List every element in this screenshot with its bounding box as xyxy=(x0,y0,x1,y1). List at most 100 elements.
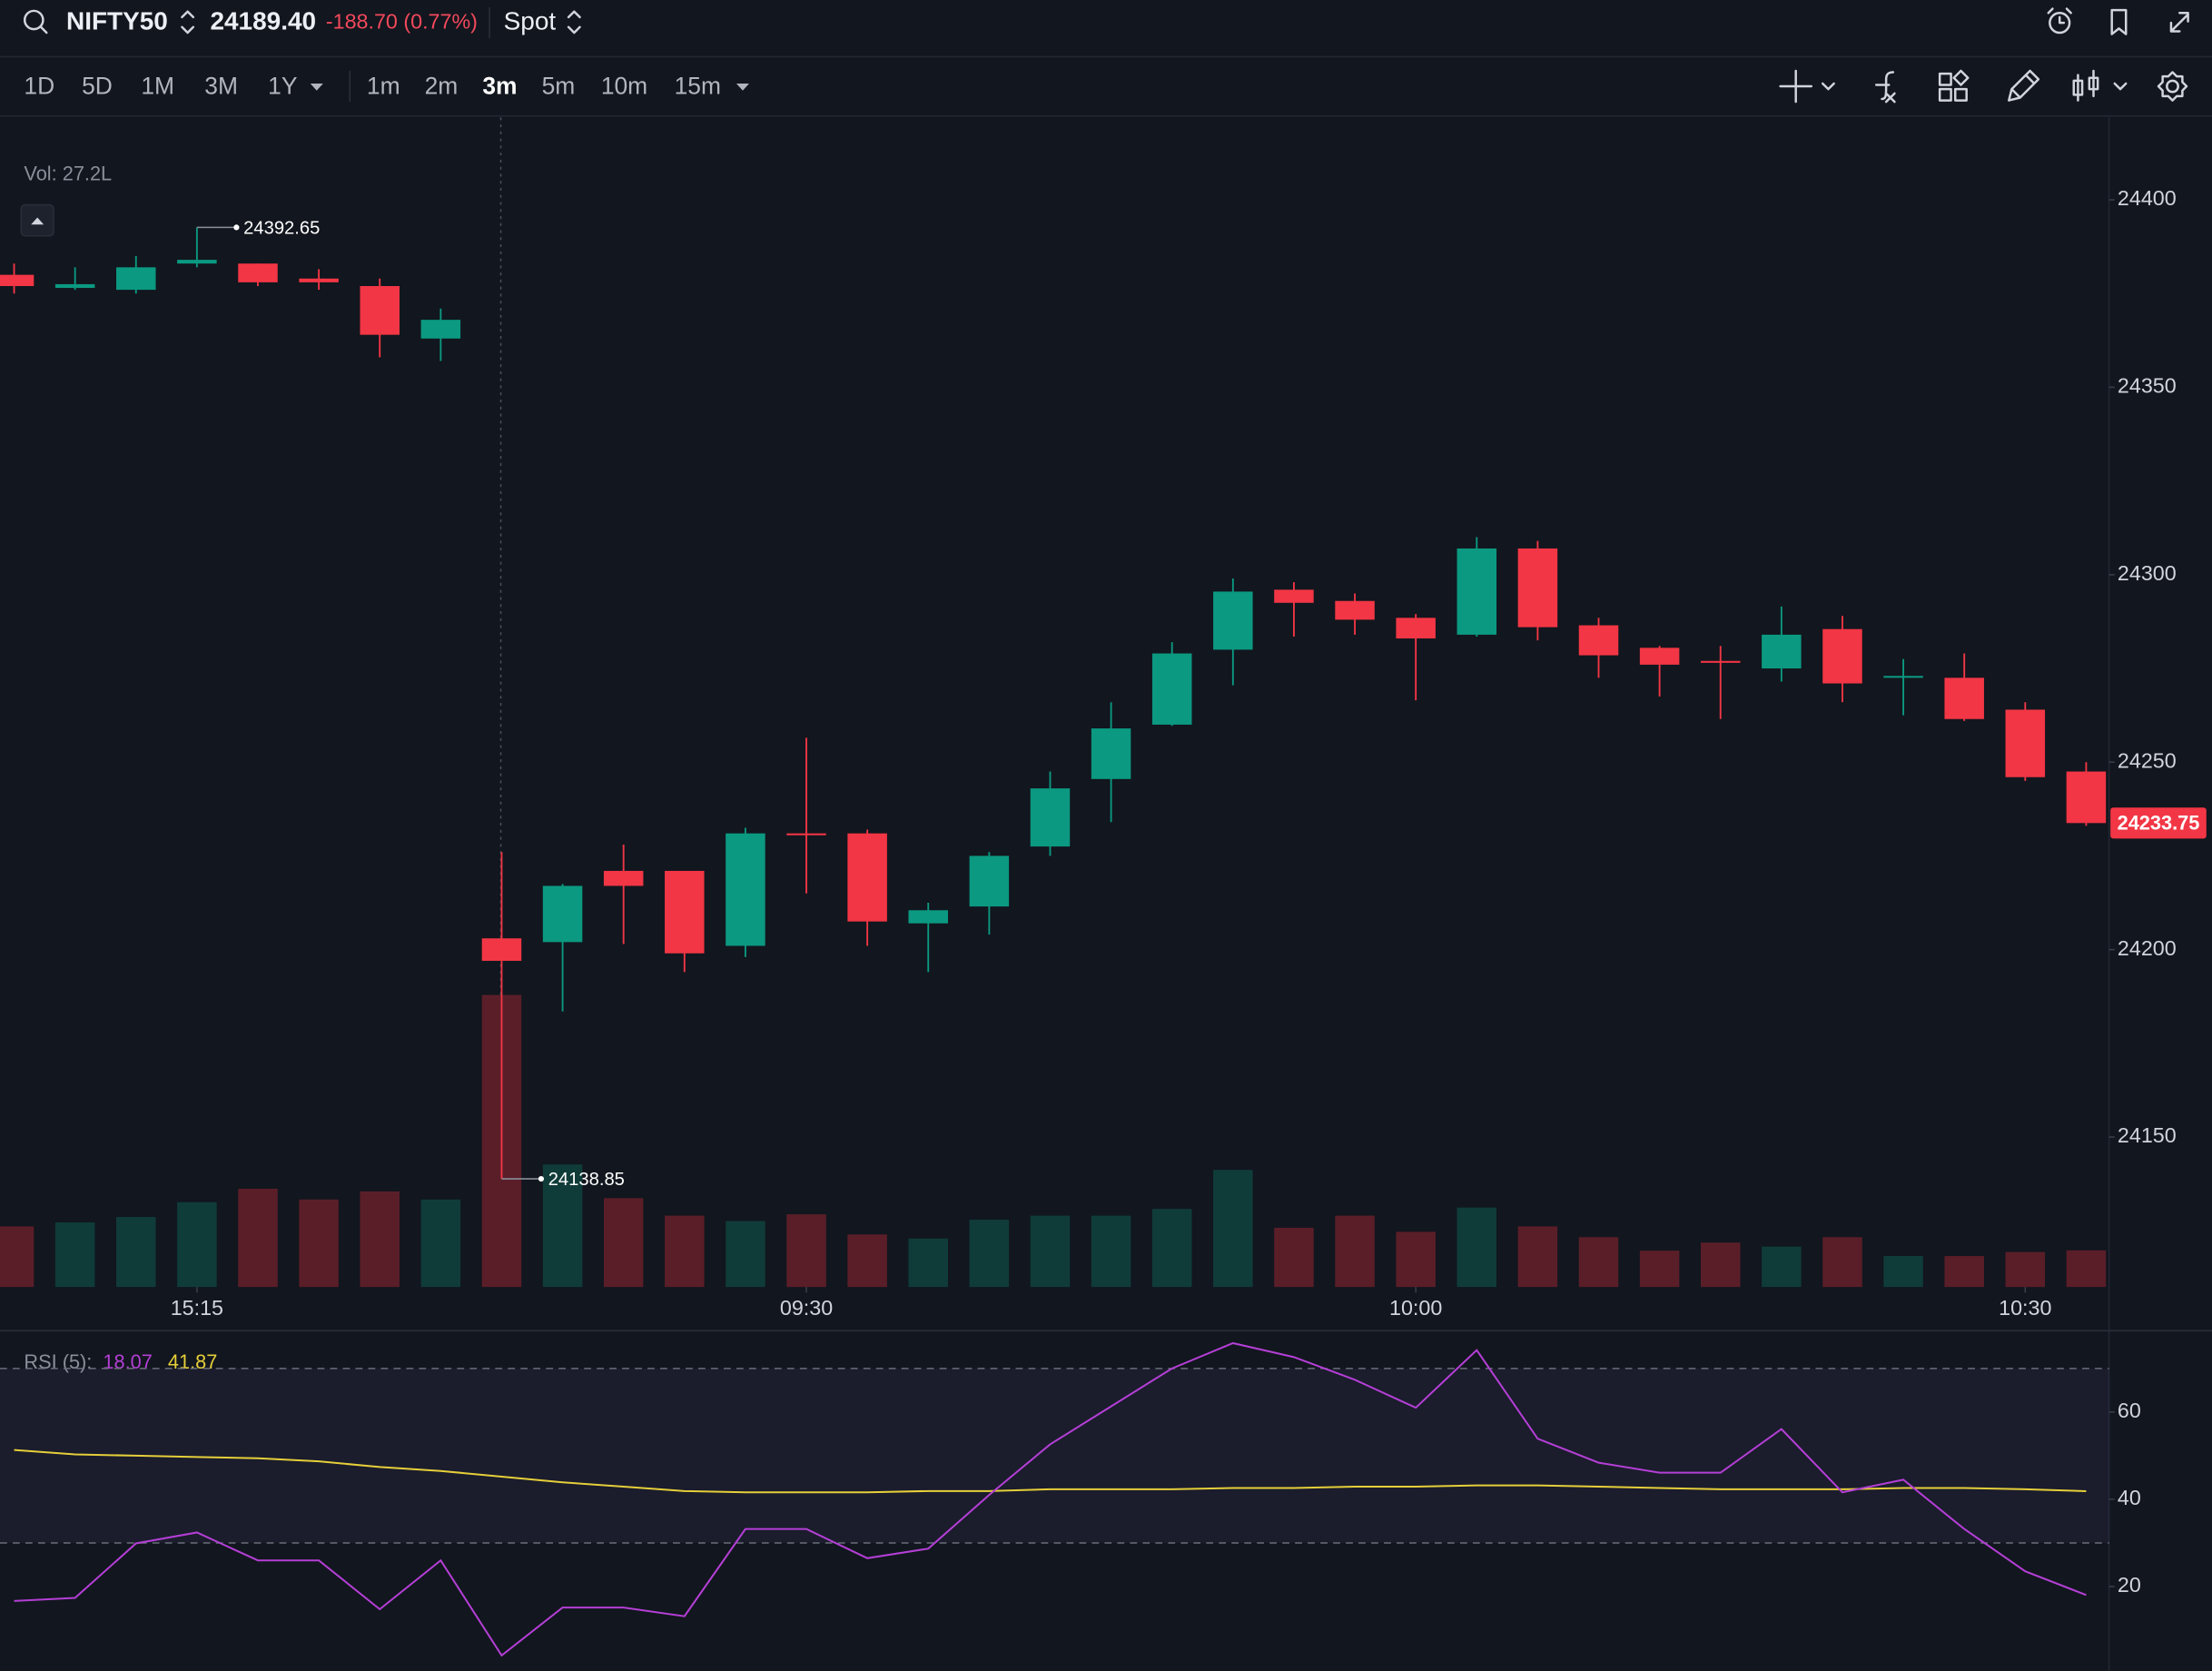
candle-body xyxy=(420,320,461,339)
rsi-tick-label: 20 xyxy=(2118,1573,2141,1597)
interval-button[interactable]: 1m xyxy=(367,73,400,100)
candle-body xyxy=(2005,709,2046,777)
volume-bar xyxy=(1151,1209,1192,1288)
price-change: -188.70 (0.77%) xyxy=(326,9,478,33)
volume-bar xyxy=(726,1221,765,1288)
volume-label: Vol: 27.2L xyxy=(24,163,112,185)
mode-switch[interactable] xyxy=(567,10,581,35)
candle-body xyxy=(542,885,583,943)
candle-body xyxy=(1151,653,1192,725)
mode[interactable]: Spot xyxy=(504,7,557,35)
symbol[interactable]: NIFTY50 xyxy=(66,7,168,35)
range-button[interactable]: 1Y xyxy=(268,73,298,100)
volume-bar xyxy=(1883,1256,1923,1288)
rsi-legend-value: 18.07 xyxy=(103,1350,152,1373)
candle-body xyxy=(1274,589,1314,603)
symbol-switch[interactable] xyxy=(181,10,195,35)
alarm-icon[interactable] xyxy=(2049,12,2071,35)
drawing-icon[interactable] xyxy=(2008,69,2040,102)
interval-button[interactable]: 10m xyxy=(601,73,647,100)
volume-bar xyxy=(1274,1227,1314,1288)
candle-body xyxy=(116,267,156,291)
templates-icon[interactable] xyxy=(1938,69,1970,102)
volume-bar xyxy=(2066,1250,2107,1288)
volume-bar xyxy=(1700,1242,1741,1288)
interval-button[interactable]: 3m xyxy=(482,73,517,100)
candle-body xyxy=(54,283,95,289)
range-button[interactable]: 3M xyxy=(204,73,238,100)
candle-body xyxy=(726,833,765,946)
rsi-line xyxy=(14,1449,2087,1494)
settings-icon[interactable] xyxy=(2157,71,2188,102)
volume-bar xyxy=(1639,1251,1680,1288)
price-tick-label: 24200 xyxy=(2118,936,2177,960)
candle-body xyxy=(2066,771,2107,824)
volume-bar xyxy=(542,1164,583,1288)
range-button[interactable]: 5D xyxy=(82,73,113,100)
volume-bar xyxy=(603,1198,644,1288)
candle-body xyxy=(1762,634,1802,669)
rsi-tick-label: 40 xyxy=(2118,1486,2141,1509)
chart-type-dropdown[interactable] xyxy=(2113,82,2128,91)
alarm-icon-hands xyxy=(2047,7,2072,25)
candle-body xyxy=(1396,618,1436,639)
volume-bar xyxy=(1030,1215,1071,1288)
candle-body xyxy=(847,833,887,922)
chart-type-icon[interactable] xyxy=(2072,69,2099,102)
candle-body xyxy=(1639,648,1680,665)
settings-icon-center xyxy=(2166,79,2179,94)
range-button[interactable]: 1D xyxy=(24,73,54,100)
low-marker-dot xyxy=(538,1175,545,1182)
price-tick-label: 24250 xyxy=(2118,748,2177,772)
volume-bar xyxy=(1517,1226,1558,1288)
volume-bar xyxy=(1091,1215,1131,1288)
candle-body xyxy=(1700,660,1741,663)
volume-bar xyxy=(238,1188,278,1288)
indicators-icon[interactable] xyxy=(1875,71,1896,104)
candle-body xyxy=(1030,788,1071,847)
last-price: 24189.40 xyxy=(210,7,316,35)
interval-button[interactable]: 2m xyxy=(425,73,459,100)
volume-bar xyxy=(2005,1251,2046,1288)
expand-icon[interactable] xyxy=(2169,12,2189,33)
high-marker-label: 24392.65 xyxy=(243,218,320,238)
price-tick-label: 24400 xyxy=(2118,186,2177,210)
interval-button[interactable]: 15m xyxy=(675,73,721,100)
rsi-tick-label: 60 xyxy=(2118,1399,2141,1422)
candle-body xyxy=(665,870,705,954)
volume-bar xyxy=(1578,1237,1619,1288)
volume-bar xyxy=(1762,1246,1802,1288)
volume-bar xyxy=(1335,1215,1375,1288)
price-tick-label: 24350 xyxy=(2118,374,2177,398)
candle-body xyxy=(0,274,35,286)
volume-bar xyxy=(1457,1207,1497,1288)
candle-body xyxy=(1883,676,1923,678)
rsi-line xyxy=(14,1341,2087,1657)
volume-bar xyxy=(1822,1237,1862,1288)
volume-bar xyxy=(1213,1170,1253,1288)
time-label: 10:00 xyxy=(1389,1296,1442,1320)
high-marker-dot xyxy=(233,224,240,231)
range-dropdown[interactable] xyxy=(310,83,323,91)
interval-dropdown[interactable] xyxy=(736,83,749,91)
low-marker-label: 24138.85 xyxy=(548,1170,625,1190)
crosshair-dropdown[interactable] xyxy=(1821,82,1835,91)
candle-body xyxy=(603,870,644,886)
rsi-title: RSI (5): xyxy=(24,1350,92,1373)
candle-body xyxy=(481,938,522,962)
candle-body xyxy=(1457,548,1497,635)
interval-button[interactable]: 5m xyxy=(542,73,576,100)
search-icon[interactable] xyxy=(23,9,44,31)
volume-bar xyxy=(420,1199,461,1288)
volume-bar xyxy=(116,1217,156,1288)
bookmark-icon[interactable] xyxy=(2110,8,2128,35)
volume-bar xyxy=(786,1214,826,1288)
candle-body xyxy=(299,278,339,282)
volume-bar xyxy=(1396,1231,1436,1288)
crosshair-icon[interactable] xyxy=(1779,69,1813,104)
volume-bar xyxy=(360,1191,400,1288)
range-button[interactable]: 1M xyxy=(141,73,174,100)
